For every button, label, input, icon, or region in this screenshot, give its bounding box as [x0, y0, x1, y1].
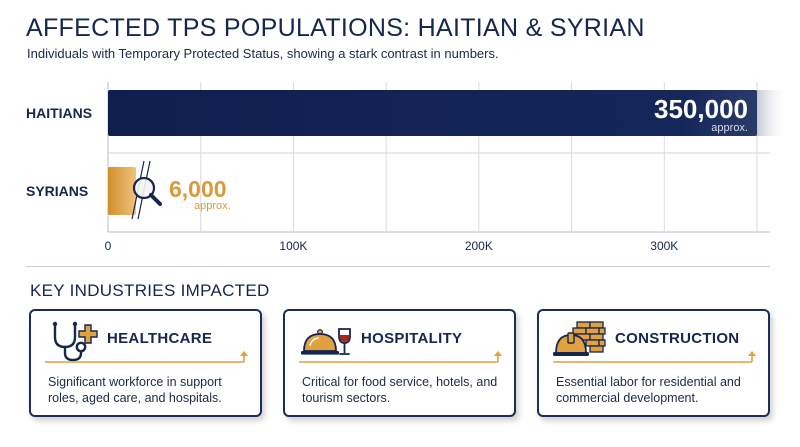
stethoscope-icon — [52, 321, 98, 362]
card-title-construction: CONSTRUCTION — [615, 330, 740, 347]
magnifier-handle — [149, 193, 162, 206]
population-bar-chart: 0 100K 200K 300K HAITIANS SYRIANS 350,000 appro… — [0, 72, 800, 262]
data-label-syrians: 6,000 — [169, 176, 227, 202]
bar-chart-svg: 0 100K 200K 300KHAITIANSSYRIANS350,000appro… — [26, 82, 789, 253]
card-description-hospitality: Critical for food service, hotels, and t… — [302, 375, 498, 405]
data-note-haitians: approx. — [711, 122, 748, 134]
bar-haitians — [108, 90, 757, 136]
bar-syrians — [108, 167, 136, 215]
x-tick-label: 0 — [105, 239, 112, 253]
x-tick-label: 200K — [465, 239, 493, 253]
magnifier-icon — [132, 176, 156, 200]
trend-arrow-icon — [553, 351, 756, 363]
category-label: HAITIANS — [26, 105, 92, 121]
industry-card-hospitality: HOSPITALITY Critical for food service, h… — [283, 309, 516, 417]
industry-card-construction: CONSTRUCTION Essential labor for residen… — [537, 309, 770, 417]
card-description-construction: Essential labor for residential and comm… — [556, 375, 741, 405]
section-divider — [26, 266, 770, 267]
card-title-hospitality: HOSPITALITY — [361, 330, 463, 347]
card-title-healthcare: HEALTHCARE — [107, 330, 213, 347]
data-note-syrians: approx. — [194, 200, 231, 212]
bar-fade-haitians — [755, 90, 789, 136]
chart-title: AFFECTED TPS POPULATIONS: HAITIAN & SYRI… — [26, 14, 645, 42]
cloche-wine-icon — [301, 328, 351, 355]
x-tick-label: 100K — [279, 239, 307, 253]
data-label-haitians: 350,000 — [654, 94, 748, 124]
x-tick-label: 300K — [650, 239, 678, 253]
category-label: SYRIANS — [26, 183, 88, 199]
brick-hardhat-icon — [553, 321, 606, 356]
card-description-healthcare: Significant workforce in support roles, … — [48, 375, 222, 405]
trend-arrow-icon — [299, 351, 502, 363]
industry-card-healthcare: HEALTHCARE Significant workforce in supp… — [29, 309, 262, 417]
industries-section-title: KEY INDUSTRIES IMPACTED — [30, 281, 270, 300]
chart-subtitle: Individuals with Temporary Protected Sta… — [27, 46, 499, 61]
trend-arrow-icon — [45, 351, 248, 363]
